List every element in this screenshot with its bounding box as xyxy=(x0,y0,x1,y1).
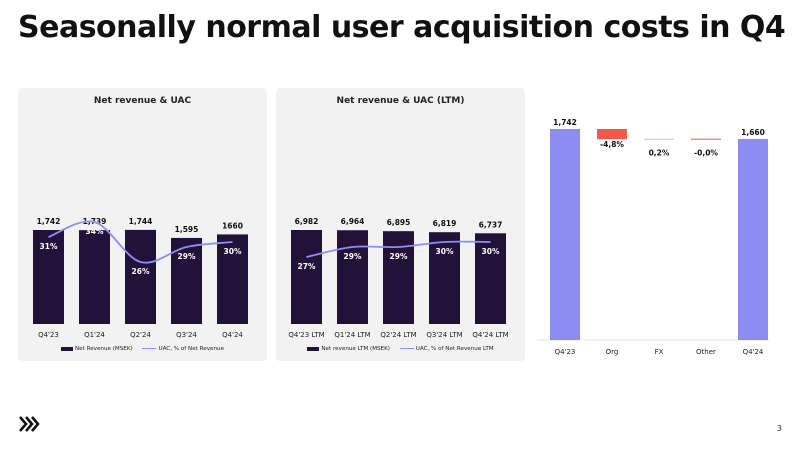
bridge-value-label: 0,2% xyxy=(649,149,670,158)
x-tick-label: Q2'24 LTM xyxy=(380,331,416,339)
x-tick-label: Other xyxy=(696,348,716,356)
bar-value-label: 1,595 xyxy=(175,225,199,234)
bar-value-label: 1,744 xyxy=(129,217,153,226)
revenue-bar xyxy=(125,229,156,324)
company-logo-icon xyxy=(19,416,40,432)
bridge-value-label: -0,0% xyxy=(694,149,718,158)
uac-value-label: 29% xyxy=(390,252,408,261)
uac-value-label: 29% xyxy=(344,252,362,261)
x-tick-label: FX xyxy=(655,348,664,356)
legend-label-uac: UAC, % of Net Revenue xyxy=(158,346,224,352)
uac-line xyxy=(306,240,491,258)
revenue-bar xyxy=(383,231,414,324)
revenue-bar xyxy=(171,237,202,324)
x-tick-label: Org xyxy=(606,348,619,356)
uac-value-label: 27% xyxy=(298,262,316,271)
legend-label-revenue: Net Revenue (MSEK) xyxy=(75,346,133,352)
x-tick-label: Q4'23 xyxy=(555,348,576,356)
bar-value-label: 6,737 xyxy=(479,220,503,229)
revenue-bar xyxy=(429,232,460,324)
bar-value-label: 1,742 xyxy=(37,217,61,226)
bridge-value-label: -4,8% xyxy=(600,140,624,149)
bar-value-label: 6,982 xyxy=(295,217,319,226)
uac-value-label: 34% xyxy=(86,227,104,236)
bridge-delta-bar xyxy=(597,129,627,140)
uac-value-label: 31% xyxy=(40,242,58,251)
revenue-bar xyxy=(337,230,368,324)
legend-swatch-bar xyxy=(61,346,73,351)
uac-value-label: 30% xyxy=(482,247,500,256)
legend-swatch-line xyxy=(399,347,414,350)
bridge-value-label: 1,660 xyxy=(741,128,765,137)
legend-swatch-line xyxy=(142,347,157,350)
x-tick-label: Q4'24 LTM xyxy=(472,331,508,339)
bridge-delta-bar xyxy=(691,138,721,140)
x-tick-label: Q4'24 xyxy=(222,331,243,339)
revenue-bar xyxy=(291,230,322,324)
x-tick-label: Q1'24 LTM xyxy=(334,331,370,339)
chart-net-revenue-uac-ltm: 6,982 Q4'23 LTM 6,964 Q1'24 LTM 6,895 Q2'24 L… xyxy=(288,217,508,339)
x-tick-label: Q4'24 xyxy=(743,348,764,356)
bar-value-label: 1660 xyxy=(222,221,243,230)
bridge-total-bar xyxy=(738,138,768,340)
chart-legend: Net revenue LTM (MSEK) UAC, % of Net Rev… xyxy=(276,346,525,352)
legend-label-uac-ltm: UAC, % of Net Revenue LTM xyxy=(415,346,494,352)
chart-legend: Net Revenue (MSEK) UAC, % of Net Revenue xyxy=(18,346,267,352)
chart-revenue-bridge: 1,742 Q4'23 -4,8% Org 0,2% FX -0,0% Other 1,660 Q… xyxy=(537,118,769,356)
x-tick-label: Q3'24 LTM xyxy=(426,331,462,339)
x-tick-label: Q2'24 xyxy=(130,331,151,339)
slide-title: Seasonally normal user acquisition costs… xyxy=(18,10,786,45)
chart-panel-net-revenue-uac: Net revenue & UAC 1,742 Q4'23 1,739 Q1'24 1,… xyxy=(18,88,267,361)
page-number: 3 xyxy=(776,424,782,433)
uac-line xyxy=(48,220,233,264)
x-tick-label: Q4'23 xyxy=(38,331,59,339)
bar-value-label: 6,895 xyxy=(387,218,411,227)
x-tick-label: Q4'23 LTM xyxy=(288,331,324,339)
bridge-delta-bar xyxy=(644,138,674,140)
legend-swatch-bar xyxy=(307,346,320,351)
bar-value-label: 6,819 xyxy=(433,219,457,228)
chart-title: Net revenue & UAC xyxy=(93,96,192,106)
uac-value-label: 30% xyxy=(224,247,242,256)
revenue-bar xyxy=(475,233,506,324)
chart-title: Net revenue & UAC (LTM) xyxy=(336,96,465,106)
bar-value-label: 6,964 xyxy=(341,217,365,226)
chart-net-revenue-uac: 1,742Q4'231,739Q1'241,744Q2'241,595Q3'24… xyxy=(33,217,248,339)
revenue-bar xyxy=(79,230,110,324)
revenue-bar xyxy=(217,234,248,324)
uac-value-label: 26% xyxy=(132,267,150,276)
uac-value-label: 29% xyxy=(178,252,196,261)
chart-panel-net-revenue-uac-ltm: Net revenue & UAC (LTM) 6,982 Q4'23 LTM 6,… xyxy=(276,88,525,361)
uac-value-label: 30% xyxy=(436,247,454,256)
bridge-total-bar xyxy=(550,129,580,340)
revenue-bar xyxy=(33,230,64,324)
x-tick-label: Q1'24 xyxy=(84,331,105,339)
legend-label-revenue-ltm: Net revenue LTM (MSEK) xyxy=(321,346,390,352)
bridge-value-label: 1,742 xyxy=(553,118,577,127)
x-tick-label: Q3'24 xyxy=(176,331,197,339)
